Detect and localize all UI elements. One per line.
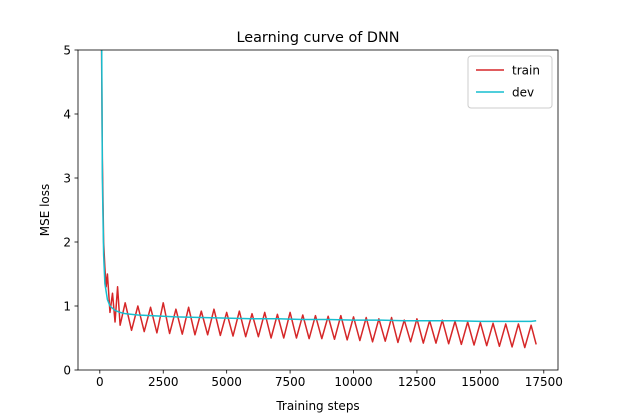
y-tick-label: 5 — [63, 44, 71, 58]
x-tick-label: 0 — [96, 375, 104, 389]
y-tick-label: 3 — [63, 172, 71, 186]
legend-label: dev — [512, 86, 534, 100]
plot-area — [100, 50, 537, 349]
x-tick-label: 10000 — [334, 375, 372, 389]
x-tick-label: 15000 — [461, 375, 499, 389]
chart-title: Learning curve of DNN — [237, 30, 400, 46]
y-tick-label: 2 — [63, 236, 71, 250]
legend-box — [467, 55, 553, 109]
y-axis-label: MSE loss — [38, 184, 52, 237]
legend-label: train — [512, 64, 540, 78]
x-tick-label: 12500 — [398, 375, 436, 389]
y-tick-label: 0 — [63, 364, 71, 378]
x-tick-label: 2500 — [148, 375, 179, 389]
axes-frame — [77, 49, 559, 371]
y-tick-label: 4 — [63, 108, 71, 122]
x-tick-label: 17500 — [525, 375, 563, 389]
line-dev — [100, 50, 537, 323]
line-train — [100, 50, 537, 349]
x-axis-label: Training steps — [275, 399, 359, 413]
y-tick-label: 1 — [63, 300, 71, 314]
x-tick-label: 7500 — [275, 375, 306, 389]
legend: train dev — [467, 55, 553, 109]
x-tick-label: 5000 — [211, 375, 242, 389]
